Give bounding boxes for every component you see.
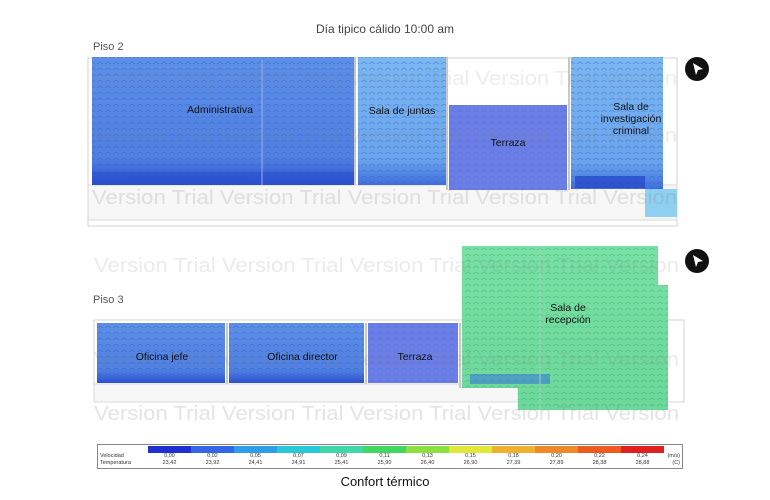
legend-swatch — [320, 446, 363, 453]
legend-swatch — [621, 446, 664, 453]
legend-swatch — [535, 446, 578, 453]
legend-swatch — [492, 446, 535, 453]
legend-velocity-value: 0,20 — [551, 453, 562, 459]
label-administrativa: Administrativa — [187, 104, 253, 116]
watermark-floor3-b: Version Trial Version Trial Version Tria… — [94, 349, 679, 371]
floor3-corridor — [93, 383, 519, 403]
legend-velocity-value: 0,02 — [207, 453, 218, 459]
floor3-plan — [93, 246, 685, 410]
room-sala-investigacion-annex — [645, 189, 677, 217]
watermark-floor2-a: Version Trial Version Trial Version Tria… — [92, 187, 677, 209]
label-sala-investigacion-line3: criminal — [612, 125, 650, 137]
floor2-label: Piso 2 — [93, 41, 124, 53]
legend-swatch — [449, 446, 492, 453]
legend-swatch — [578, 446, 621, 453]
watermark-floor2-c: Version Trial Version Trial Version Tria… — [92, 68, 677, 90]
label-oficina-jefe: Oficina jefe — [135, 351, 189, 363]
legend-velocity-value: 0,00 — [164, 453, 175, 459]
legend-velocity-value: 0,18 — [508, 453, 519, 459]
legend-velocity-value: 0,09 — [336, 453, 347, 459]
legend-velocity-value: 0,15 — [465, 453, 476, 459]
legend-step: 0,05 24,41 — [234, 445, 277, 468]
label-sala-de-juntas: Sala de juntas — [368, 105, 436, 117]
caption: Confort térmico — [340, 474, 430, 489]
legend-temperature-value: 26,90 — [463, 460, 478, 466]
label-oficina-director: Oficina director — [267, 351, 338, 363]
legend-temperature-value: 23,42 — [162, 460, 177, 466]
legend-temperature-value: 23,92 — [205, 460, 220, 466]
legend-temperature-value: 27,39 — [506, 460, 521, 466]
legend-step: 0,13 26,40 — [406, 445, 449, 468]
north-arrow-icon — [685, 57, 709, 81]
legend-temperature-value: 26,40 — [420, 460, 435, 466]
legend-step: 0,09 25,41 — [320, 445, 363, 468]
legend-step: 0,07 24,91 — [277, 445, 320, 468]
legend-velocity-value: 0,11 — [379, 453, 390, 459]
legend-step: 0,15 26,90 — [449, 445, 492, 468]
legend-temperature-value: 24,41 — [248, 460, 263, 466]
legend-temperature-value: 25,90 — [377, 460, 392, 466]
legend-swatch — [406, 446, 449, 453]
legend-step: 0,11 25,90 — [363, 445, 406, 468]
legend-swatch — [277, 446, 320, 453]
legend-step: 0,02 23,92 — [191, 445, 234, 468]
label-sala-recepcion-line2: recepción — [545, 314, 591, 326]
legend-swatch — [148, 446, 191, 453]
legend-temperature-value: 27,89 — [549, 460, 564, 466]
north-arrow-icon — [685, 249, 709, 273]
legend-step: 0,20 27,89 — [535, 445, 578, 468]
legend-step: 0,24 28,88 — [621, 445, 664, 468]
legend-step: 0,22 28,38 — [578, 445, 621, 468]
watermark-floor3-c: Version Trial Version Trial Version Tria… — [94, 255, 679, 277]
legend-swatch — [363, 446, 406, 453]
legend-swatch — [191, 446, 234, 453]
label-sala-de-recepcion: Sala de recepción — [528, 302, 608, 326]
color-legend: Velocidad Temperatura 0,00 23,42 0,02 23,92… — [97, 444, 683, 469]
legend-step: 0,18 27,39 — [492, 445, 535, 468]
legend-velocity-value: 0,07 — [293, 453, 304, 459]
legend-velocity-unit: (m/s) — [667, 453, 680, 459]
legend-velocity-value: 0,24 — [637, 453, 648, 459]
legend-temperature-unit: (C) — [672, 460, 680, 466]
legend-swatch — [234, 446, 277, 453]
label-sala-investigacion: Sala de investigación criminal — [586, 101, 676, 137]
page-title: Día tipico cálido 10:00 am — [315, 22, 455, 36]
legend-velocity-value: 0,13 — [422, 453, 433, 459]
legend-velocity-label: Velocidad — [100, 453, 124, 459]
legend-temperature-value: 28,88 — [635, 460, 650, 466]
label-sala-investigacion-line2: investigación — [600, 113, 662, 125]
legend-velocity-value: 0,22 — [594, 453, 605, 459]
label-sala-investigacion-line1: Sala de — [613, 101, 649, 113]
label-sala-recepcion-line1: Sala de — [550, 302, 586, 314]
watermark-floor2-b: Version Trial Version Trial Version Tria… — [92, 125, 677, 147]
label-terraza-piso3: Terraza — [397, 351, 433, 363]
legend-temperature-value: 24,91 — [291, 460, 306, 466]
legend-step: 0,00 23,42 — [148, 445, 191, 468]
label-terraza-piso2: Terraza — [490, 137, 526, 149]
legend-temperature-value: 25,41 — [334, 460, 349, 466]
legend-temperature-value: 28,38 — [592, 460, 607, 466]
watermark-floor3-a: Version Trial Version Trial Version Tria… — [94, 403, 679, 425]
floor2-plan — [87, 57, 678, 227]
floor3-label: Piso 3 — [93, 294, 124, 306]
legend-velocity-value: 0,05 — [250, 453, 261, 459]
legend-temperature-label: Temperatura — [100, 460, 131, 466]
floor2-corridor — [87, 184, 678, 221]
